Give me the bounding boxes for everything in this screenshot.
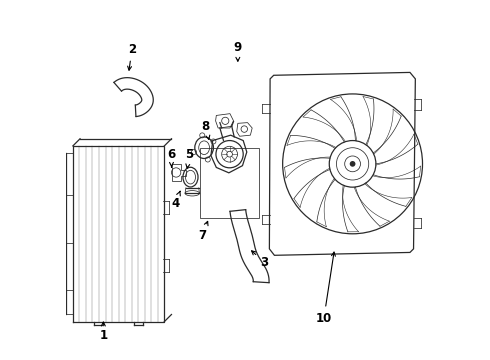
Bar — [200, 148, 259, 218]
Text: 7: 7 — [198, 221, 208, 242]
Text: 9: 9 — [234, 41, 242, 61]
Text: 10: 10 — [316, 252, 335, 325]
Text: 4: 4 — [171, 191, 180, 210]
Text: 2: 2 — [127, 42, 136, 70]
Text: 8: 8 — [201, 120, 210, 139]
Text: 5: 5 — [185, 148, 194, 168]
Text: 3: 3 — [251, 251, 269, 269]
Circle shape — [350, 161, 355, 167]
Text: 1: 1 — [99, 322, 107, 342]
Text: 6: 6 — [168, 148, 175, 167]
